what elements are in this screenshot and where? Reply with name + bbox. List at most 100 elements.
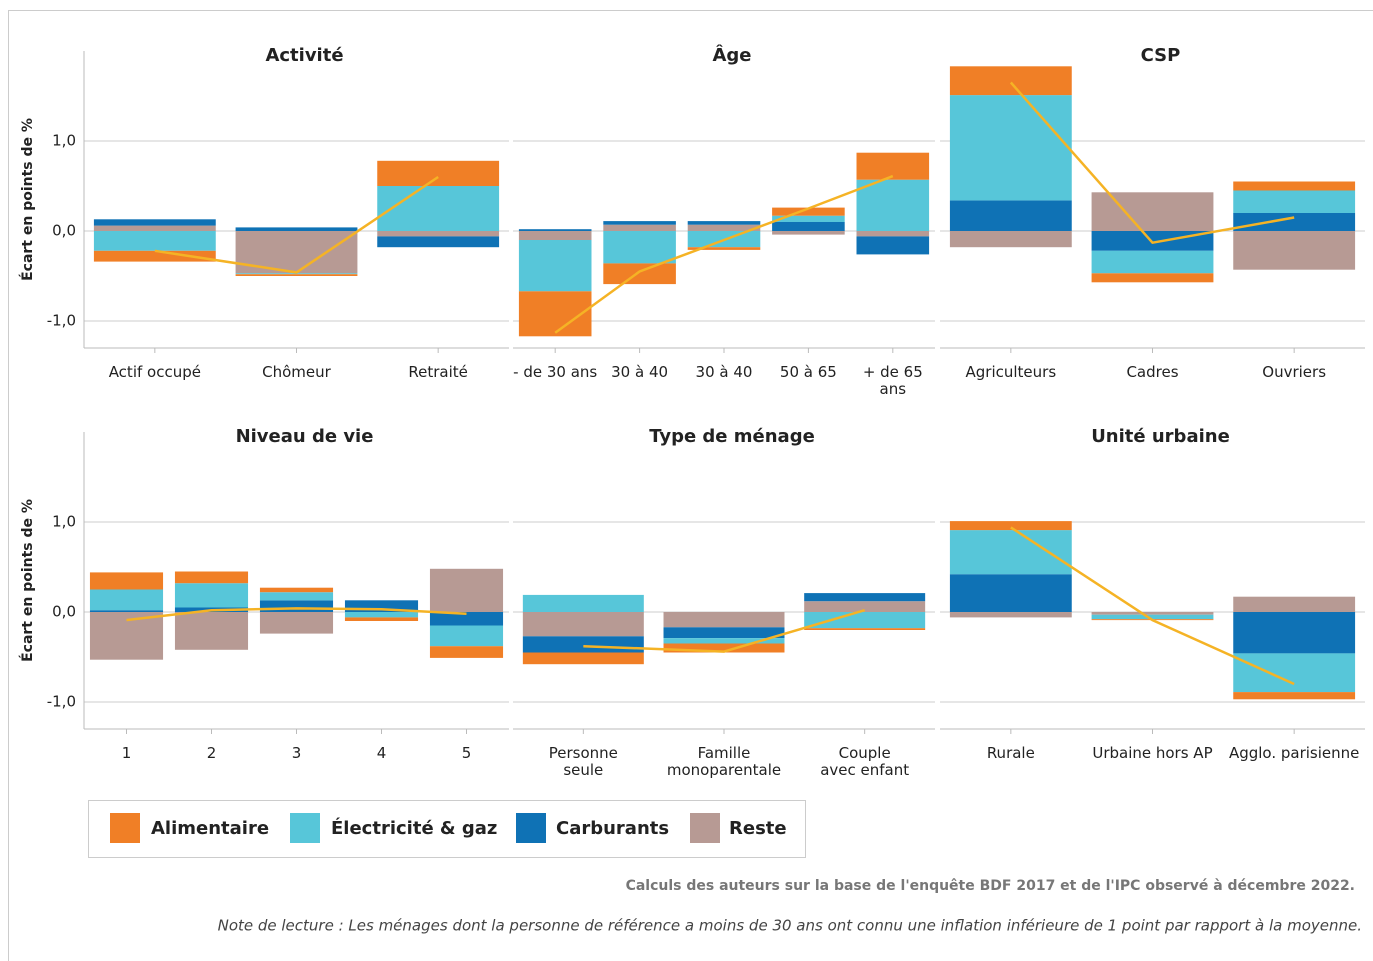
bar-segment: [1233, 231, 1356, 270]
bar-segment: [235, 227, 358, 231]
x-tick-label: Agglo. parisienne: [1228, 744, 1360, 762]
bar-segment: [772, 215, 845, 222]
bar-segment: [1233, 596, 1356, 612]
bar-segment: [1233, 213, 1356, 231]
bar-segment: [518, 231, 592, 240]
y-tick-label: 1,0: [52, 132, 76, 150]
total-line: [154, 175, 439, 274]
y-tick-label: 1,0: [52, 513, 76, 531]
x-tick-label: + de 65 ans: [862, 363, 923, 398]
x-tick-label: Famille monoparentale: [666, 744, 782, 779]
x-tick-label: 30 à 40: [695, 363, 753, 381]
panel-title: CSP: [1141, 45, 1181, 66]
bar-segment: [804, 601, 926, 612]
bar-segment: [174, 612, 249, 650]
y-axis-label: Écart en points de %: [19, 118, 36, 281]
bar-segment: [174, 571, 249, 584]
bar-segment: [93, 250, 216, 262]
panel-title: Unité urbaine: [1091, 426, 1230, 447]
bar-segment: [603, 231, 676, 264]
x-tick-label: Couple avec enfant: [820, 744, 910, 779]
bar-segment: [949, 231, 1072, 248]
bar-segment: [687, 224, 761, 231]
y-axis-label: Écart en points de %: [19, 499, 36, 662]
bar-segment: [522, 612, 644, 637]
bar-segment: [1091, 612, 1214, 615]
legend-label: Électricité & gaz: [331, 817, 497, 839]
x-tick-label: Retraité: [408, 363, 468, 381]
y-tick-label: -1,0: [47, 693, 76, 711]
legend-box: [88, 800, 806, 858]
bar-segment: [377, 186, 500, 231]
bar-segment: [856, 231, 930, 237]
panel-title: Âge: [712, 44, 751, 66]
bar-segment: [1091, 614, 1214, 620]
bar-segment: [344, 617, 419, 621]
x-tick-label: 5: [461, 744, 472, 762]
x-tick-label: Personne seule: [548, 744, 618, 779]
bar-segment: [89, 572, 164, 590]
note: Note de lecture : Les ménages dont la pe…: [218, 917, 1362, 935]
legend-label: Carburants: [556, 818, 669, 839]
x-tick-label: Agriculteurs: [965, 363, 1057, 381]
x-tick-label: Chômeur: [262, 363, 331, 381]
bar-segment: [772, 222, 845, 231]
bar-segment: [856, 179, 930, 231]
total-line: [126, 607, 467, 622]
legend-swatch: [290, 813, 320, 843]
x-tick-label: Urbaine hors AP: [1092, 744, 1213, 762]
bar-segment: [949, 95, 1072, 201]
x-tick-label: 2: [206, 744, 217, 762]
x-tick-label: 50 à 65: [779, 363, 837, 381]
total-line: [583, 609, 866, 653]
x-tick-label: Actif occupé: [108, 363, 201, 381]
x-tick-label: 30 à 40: [611, 363, 669, 381]
bar-segment: [949, 66, 1072, 96]
bar-segment: [1233, 692, 1356, 700]
bar-segment: [429, 625, 504, 647]
bar-segment: [949, 574, 1072, 612]
bar-segment: [93, 231, 216, 251]
bar-segment: [1233, 190, 1356, 213]
bar-segment: [603, 263, 676, 285]
legend-label: Alimentaire: [151, 818, 269, 839]
bar-segment: [235, 273, 358, 275]
bar-segment: [1091, 192, 1214, 231]
bar-segment: [949, 530, 1072, 575]
bar-segment: [603, 224, 676, 231]
bar-segment: [429, 646, 504, 658]
bar-segment: [522, 594, 644, 612]
bar-segment: [518, 240, 592, 292]
bar-segment: [259, 612, 334, 634]
bar-segment: [259, 592, 334, 601]
bar-segment: [1233, 612, 1356, 654]
bar-segment: [804, 593, 926, 602]
y-tick-label: -1,0: [47, 312, 76, 330]
panel-title: Niveau de vie: [236, 426, 374, 447]
total-line: [554, 174, 894, 334]
bar-segment: [377, 160, 500, 186]
bar-segment: [687, 221, 761, 225]
x-tick-label: - de 30 ans: [513, 363, 598, 381]
bar-segment: [663, 643, 785, 653]
y-tick-label: 0,0: [52, 222, 76, 240]
frame: [8, 10, 1373, 961]
x-tick-label: 3: [291, 744, 302, 762]
bar-segment: [804, 612, 926, 629]
bar-segment: [1233, 181, 1356, 191]
x-tick-label: Rurale: [986, 744, 1035, 762]
total-line: [1010, 526, 1295, 686]
bar-segment: [522, 652, 644, 665]
bar-segment: [259, 600, 334, 612]
panel-title: Activité: [265, 45, 343, 66]
bar-segment: [344, 612, 419, 618]
legend-swatch: [516, 813, 546, 843]
x-tick-label: Cadres: [1126, 363, 1179, 381]
bar-segment: [663, 612, 785, 628]
y-tick-label: 0,0: [52, 603, 76, 621]
bar-segment: [772, 231, 845, 235]
x-tick-label: 4: [376, 744, 387, 762]
bar-segment: [93, 219, 216, 226]
bar-segment: [377, 231, 500, 237]
bar-segment: [687, 247, 761, 250]
